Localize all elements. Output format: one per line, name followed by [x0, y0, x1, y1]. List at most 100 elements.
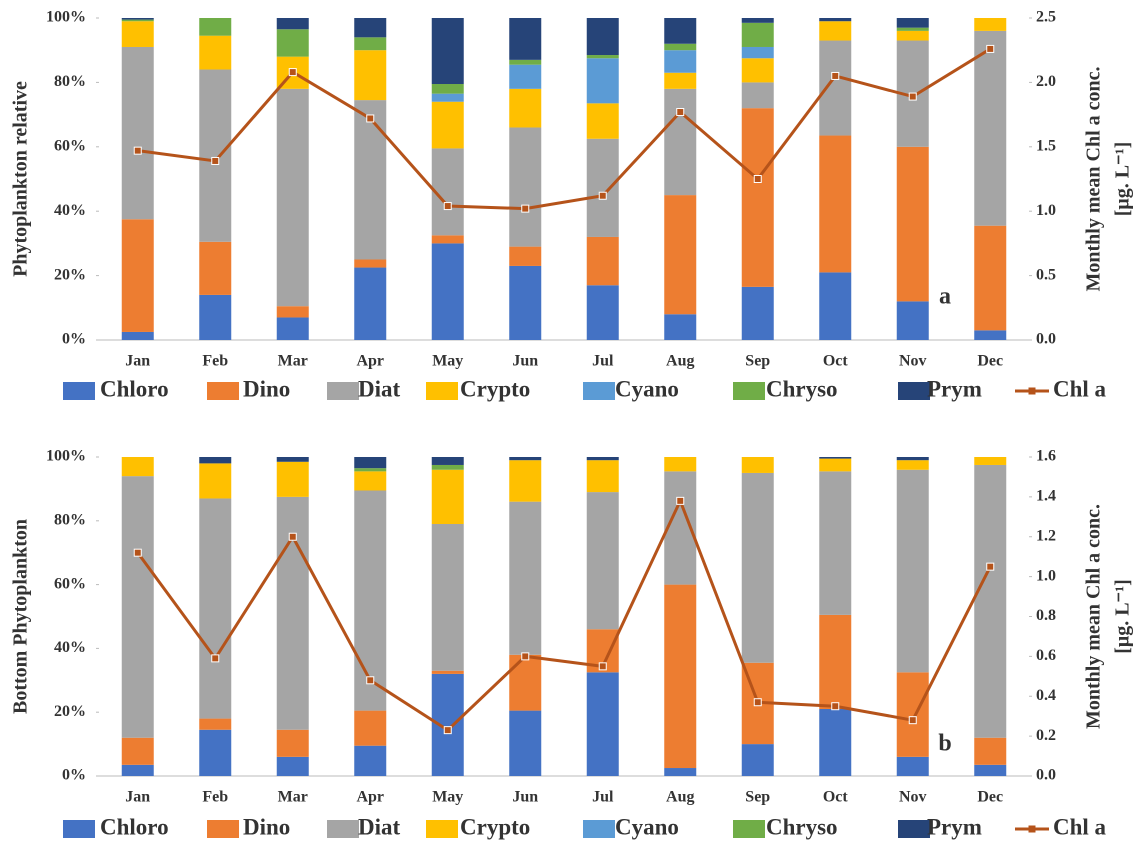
y2-tick-label: 1.2: [1036, 527, 1056, 544]
bar-segment: [896, 146, 929, 302]
legend-marker: [1028, 825, 1036, 833]
bar-segment: [431, 464, 464, 470]
x-tick-label: Feb: [202, 789, 228, 806]
y-tick-label: 0%: [62, 331, 86, 348]
bar-segment: [664, 50, 697, 73]
legend-label: Chryso: [766, 814, 838, 839]
x-tick-label: Mar: [278, 353, 308, 370]
bar-segment: [664, 18, 697, 44]
legend-label: Crypto: [460, 376, 530, 401]
bar-segment: [276, 306, 309, 318]
legend-swatch: [898, 820, 930, 838]
bar-segment: [664, 43, 697, 51]
chl-marker: [133, 548, 142, 557]
bar-segment: [974, 464, 1007, 738]
bar-segment: [121, 764, 154, 776]
bar-segment: [509, 127, 542, 247]
bar-segment: [819, 21, 852, 41]
bar-segment: [819, 614, 852, 710]
bar-segment: [121, 737, 154, 765]
bar-segment: [431, 670, 464, 674]
bar-segment: [199, 463, 232, 499]
bar-segment: [664, 195, 697, 315]
y-axis-label: Bottom Phytoplankton: [10, 519, 32, 714]
bar-segment: [974, 18, 1007, 31]
bar-segment: [974, 457, 1007, 465]
bar-segment: [741, 18, 774, 23]
bar-segment: [509, 18, 542, 60]
bar-segment: [664, 314, 697, 340]
bar-segment: [354, 471, 387, 491]
legend-swatch: [207, 382, 239, 400]
bar-segment: [509, 501, 542, 655]
y2-axis-label: [μg. L⁻¹]: [1112, 142, 1134, 217]
legend-label: Chl a: [1053, 814, 1107, 839]
legend-label: Prym: [927, 814, 982, 839]
bar-segment: [974, 764, 1007, 776]
x-tick-label: Jun: [512, 789, 538, 806]
y2-tick-label: 0.5: [1036, 266, 1056, 283]
bar-segment: [896, 457, 929, 461]
legend-swatch: [207, 820, 239, 838]
bar-segment: [199, 498, 232, 719]
bar-segment: [586, 460, 619, 493]
bar-segment: [586, 492, 619, 630]
bar-segment: [354, 50, 387, 101]
bar-segment: [431, 243, 464, 340]
y2-tick-label: 2.0: [1036, 73, 1056, 90]
legend-label: Chloro: [100, 376, 169, 401]
y-tick-label: 80%: [54, 511, 86, 528]
chl-marker: [288, 68, 297, 77]
bar-segment: [509, 460, 542, 502]
bar-segment: [896, 30, 929, 41]
bar-segment: [586, 672, 619, 776]
legend-swatch: [898, 382, 930, 400]
bar-segment: [509, 64, 542, 89]
y2-axis-label: Monthly mean Chl a conc.: [1083, 504, 1105, 729]
bar-segment: [819, 471, 852, 615]
y-tick-label: 60%: [54, 137, 86, 154]
x-tick-label: Dec: [977, 789, 1003, 806]
panel-letter: b: [938, 731, 951, 757]
bar-segment: [586, 103, 619, 139]
bar-segment: [819, 458, 852, 472]
bar-segment: [121, 18, 154, 20]
bar-segment: [121, 476, 154, 738]
bar-segment: [121, 21, 154, 47]
bar-segment: [121, 46, 154, 220]
bar-segment: [586, 236, 619, 286]
y2-tick-label: 1.4: [1036, 488, 1056, 505]
chl-marker: [521, 204, 530, 213]
y2-tick-label: 2.5: [1036, 9, 1056, 26]
bar-segment: [509, 88, 542, 128]
bar-segment: [509, 710, 542, 776]
legend-swatch: [583, 820, 615, 838]
bar-segment: [896, 756, 929, 776]
bar-segment: [354, 745, 387, 776]
chl-marker: [831, 702, 840, 711]
bar-segment: [664, 88, 697, 196]
x-tick-label: Jun: [512, 353, 538, 370]
chl-marker: [831, 71, 840, 80]
bar-segment: [509, 265, 542, 340]
bar-segment: [431, 673, 464, 776]
legend-swatch: [63, 382, 95, 400]
bar-segment: [586, 18, 619, 56]
bar-segment: [431, 18, 464, 85]
x-tick-label: Jan: [125, 789, 150, 806]
bar-segment: [819, 40, 852, 136]
bar-segment: [431, 457, 464, 465]
legend-label: Diat: [358, 814, 401, 839]
bar-segment: [896, 672, 929, 757]
chl-line: [136, 497, 992, 733]
y2-tick-label: 1.0: [1036, 202, 1056, 219]
bar-segment: [586, 285, 619, 340]
y2-tick-label: 0.6: [1036, 647, 1056, 664]
legend-label: Chryso: [766, 376, 838, 401]
bar-segment: [509, 654, 542, 711]
y2-tick-label: 0.0: [1036, 331, 1056, 348]
y2-axis-label: Monthly mean Chl a conc.: [1083, 67, 1105, 292]
bar-segment: [199, 718, 232, 730]
y2-tick-label: 0.8: [1036, 607, 1056, 624]
